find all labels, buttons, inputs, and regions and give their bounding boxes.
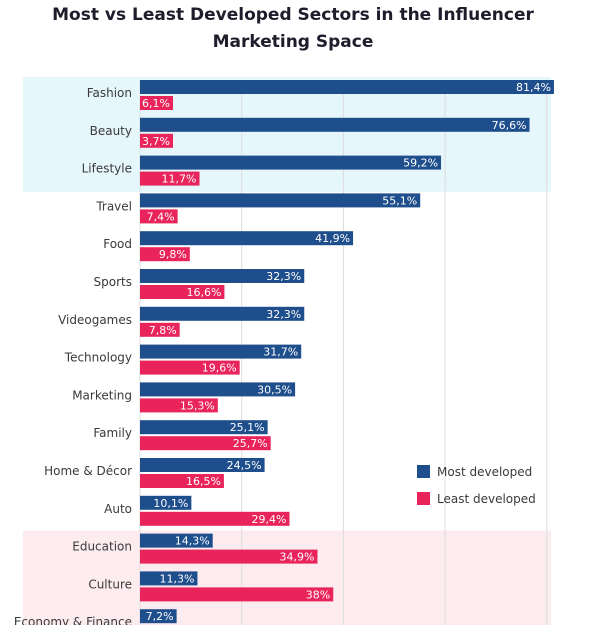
most-developed-value-home-and-d-cor: 24,5% <box>227 459 262 472</box>
most-developed-bar-marketing <box>140 382 296 397</box>
most-developed-bar-lifestyle <box>140 155 442 170</box>
most-developed-bar-videogames <box>140 306 305 321</box>
most-developed-bar-home-and-d-cor <box>140 458 265 472</box>
least-developed-bar-beauty <box>140 133 173 148</box>
least-developed-bar-home-and-d-cor <box>140 474 224 488</box>
highlight-bands <box>23 77 551 625</box>
highlight-band-1 <box>23 77 551 192</box>
least-developed-value-marketing: 15,3% <box>180 399 215 412</box>
most-developed-bar-sports <box>140 269 305 283</box>
most-developed-value-marketing: 30,5% <box>257 383 292 396</box>
most-developed-bar-travel <box>140 193 421 208</box>
legend-swatch-least-developed <box>417 492 430 505</box>
chart-title: Most vs Least Developed Sectors in the I… <box>0 2 586 56</box>
category-label-fashion: Fashion <box>87 86 132 100</box>
category-label-videogames: Videogames <box>58 313 132 327</box>
most-developed-value-food: 41,9% <box>315 232 350 245</box>
category-label-home-and-d-cor: Home & Décor <box>44 464 132 478</box>
category-label-family: Family <box>93 426 132 440</box>
most-developed-value-technology: 31,7% <box>263 346 298 359</box>
most-developed-value-auto: 10,1% <box>153 497 188 510</box>
most-developed-bar-fashion <box>140 80 554 94</box>
least-developed-bar-fashion <box>140 96 173 110</box>
least-developed-bar-marketing <box>140 398 218 413</box>
least-developed-value-food: 9,8% <box>159 248 187 261</box>
highlight-band-2 <box>23 530 551 625</box>
most-developed-bar-auto <box>140 495 192 510</box>
most-developed-bar-food <box>140 231 354 246</box>
category-label-food: Food <box>103 237 132 251</box>
least-developed-value-fashion: 6,1% <box>142 97 170 110</box>
legend-swatch-most-developed <box>417 465 430 478</box>
most-developed-value-videogames: 32,3% <box>266 308 301 321</box>
labels: Fashion 81,4% 6,1% Beauty 76,6% 3,7% Lifestyle… <box>14 81 551 625</box>
most-developed-value-sports: 32,3% <box>266 270 301 283</box>
least-developed-bar-food <box>140 247 190 262</box>
most-developed-bar-culture <box>140 571 198 586</box>
category-label-lifestyle: Lifestyle <box>82 162 132 176</box>
least-developed-bar-technology <box>140 360 240 375</box>
category-label-culture: Culture <box>88 577 132 591</box>
most-developed-bar-economy-and-finance <box>140 609 177 624</box>
least-developed-value-sports: 16,6% <box>186 286 221 299</box>
most-developed-value-lifestyle: 59,2% <box>403 157 438 170</box>
most-developed-bar-technology <box>140 344 302 359</box>
category-label-economy-and-finance: Economy & Finance <box>14 615 132 625</box>
most-developed-bar-education <box>140 533 213 548</box>
most-developed-value-family: 25,1% <box>230 421 265 434</box>
most-developed-bar-beauty <box>140 117 530 132</box>
least-developed-value-beauty: 3,7% <box>142 135 170 148</box>
legend: Most developed Least developed <box>417 465 536 506</box>
most-developed-value-culture: 11,3% <box>160 572 195 585</box>
most-developed-value-economy-and-finance: 7,2% <box>146 610 174 623</box>
least-developed-value-lifestyle: 11,7% <box>162 173 197 186</box>
category-label-auto: Auto <box>104 502 132 516</box>
least-developed-value-culture: 38% <box>306 588 330 601</box>
least-developed-value-auto: 29,4% <box>252 513 287 526</box>
category-label-travel: Travel <box>95 199 132 213</box>
least-developed-bar-videogames <box>140 322 180 337</box>
least-developed-value-technology: 19,6% <box>202 362 237 375</box>
least-developed-value-family: 25,7% <box>233 437 268 450</box>
least-developed-bar-sports <box>140 285 225 299</box>
category-label-beauty: Beauty <box>90 124 132 138</box>
category-label-technology: Technology <box>64 351 132 365</box>
category-label-sports: Sports <box>94 275 132 289</box>
chart-title-line-1: Most vs Least Developed Sectors in the I… <box>52 5 534 25</box>
least-developed-value-home-and-d-cor: 16,5% <box>186 475 221 488</box>
bars <box>140 80 554 624</box>
most-developed-value-beauty: 76,6% <box>492 119 527 132</box>
least-developed-bar-culture <box>140 587 334 602</box>
legend-label-least-developed: Least developed <box>437 492 536 506</box>
category-label-marketing: Marketing <box>72 388 132 402</box>
least-developed-bar-auto <box>140 511 290 526</box>
category-label-education: Education <box>72 540 132 554</box>
most-developed-value-education: 14,3% <box>175 535 210 548</box>
most-developed-value-fashion: 81,4% <box>516 81 551 94</box>
least-developed-bar-lifestyle <box>140 171 200 186</box>
least-developed-value-videogames: 7,8% <box>149 324 177 337</box>
least-developed-bar-education <box>140 549 318 564</box>
least-developed-value-education: 34,9% <box>280 551 315 564</box>
least-developed-value-travel: 7,4% <box>147 210 175 223</box>
most-developed-value-travel: 55,1% <box>382 194 417 207</box>
least-developed-bar-travel <box>140 209 178 224</box>
least-developed-bar-family <box>140 436 271 451</box>
legend-label-most-developed: Most developed <box>437 465 532 479</box>
chart-title-line-2: Marketing Space <box>212 32 374 52</box>
most-developed-bar-family <box>140 420 268 435</box>
